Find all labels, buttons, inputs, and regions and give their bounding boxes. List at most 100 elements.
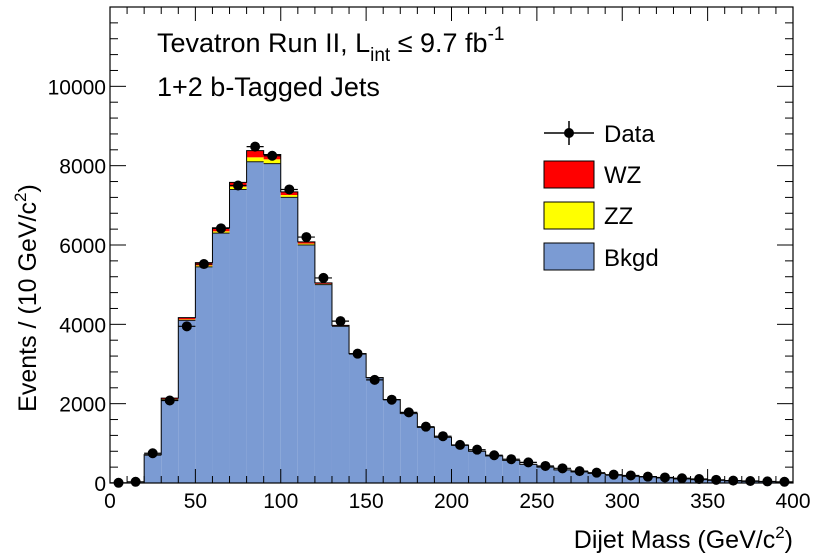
bar-bkgd-55 (195, 266, 213, 483)
data-point-55 (198, 259, 209, 270)
y-axis-title: Events / (10 GeV/c2) (11, 184, 42, 412)
data-point-305 (625, 470, 636, 481)
annotation-line2: 1+2 b-Tagged Jets (157, 72, 380, 102)
y-tick-label-0: 0 (94, 473, 106, 496)
bar-bkgd-185 (417, 427, 435, 483)
data-point-85 (250, 141, 261, 152)
x-tick-label-250: 250 (519, 490, 554, 513)
data-point-275 (574, 466, 585, 477)
data-point-35 (164, 395, 175, 406)
x-axis-title-main: Dijet Mass (GeV/c (574, 526, 775, 554)
bar-bkgd-225 (485, 456, 503, 483)
stacked-bars (144, 150, 793, 483)
legend-label-wz: WZ (604, 162, 641, 189)
data-point-315 (642, 471, 653, 482)
x-axis-title-sup: 2 (775, 523, 784, 542)
bar-bkgd-145 (349, 354, 367, 483)
data-point-15 (130, 476, 141, 487)
tick-labels: 0 50 100 150 200 250 300 350 4000200040006000800… (48, 76, 811, 513)
data-point-205 (455, 439, 466, 450)
y-tick-label-10000: 10000 (48, 76, 106, 99)
y-axis-title-sup: 2 (11, 193, 30, 202)
legend-label-data: Data (604, 121, 655, 148)
bar-bkgd-25 (144, 455, 162, 483)
y-tick-label-6000: 6000 (59, 235, 106, 258)
y-axis-title-main: Events / (10 GeV/c (14, 202, 42, 412)
legend-swatch-bkgd (543, 242, 595, 271)
data-point-235 (506, 454, 517, 465)
bar-bkgd-105 (280, 197, 298, 483)
bar-bkgd-75 (229, 189, 247, 483)
data-point-355 (711, 474, 722, 485)
data-point-255 (540, 460, 551, 471)
data-point-325 (659, 472, 670, 483)
x-tick-label-350: 350 (690, 490, 725, 513)
data-point-105 (284, 184, 295, 195)
data-point-135 (335, 316, 346, 327)
x-tick-label-300: 300 (605, 490, 640, 513)
data-point-65 (215, 223, 226, 234)
bar-bkgd-205 (451, 445, 469, 483)
legend-data-marker (564, 128, 574, 138)
data-points (110, 141, 793, 488)
bar-bkgd-155 (366, 377, 384, 483)
annotation-line1-sup: -1 (488, 24, 505, 45)
data-point-115 (301, 232, 312, 243)
bar-bkgd-175 (400, 413, 418, 483)
data-point-265 (557, 463, 568, 474)
x-axis-title-end: ) (785, 526, 793, 554)
data-point-145 (352, 348, 363, 359)
annotation-line1: Tevatron Run II, Lint ≤ 9.7 fb-1 (157, 24, 504, 66)
data-point-225 (489, 450, 500, 461)
bar-bkgd-115 (297, 245, 315, 483)
annotation-line1-rel: ≤ 9.7 fb (390, 28, 487, 58)
data-point-365 (728, 475, 739, 486)
bar-zz-95 (263, 159, 281, 164)
data-point-25 (147, 448, 158, 459)
bar-bkgd-255 (536, 467, 554, 483)
data-point-155 (369, 374, 380, 385)
bar-wz-115 (297, 241, 315, 244)
bar-zz-115 (297, 243, 315, 245)
y-axis-title-end: ) (14, 184, 42, 192)
legend-label-zz: ZZ (604, 203, 633, 230)
annotation-line1-main: Tevatron Run II, L (157, 28, 370, 58)
legend-swatch-wz (543, 160, 595, 189)
data-point-215 (472, 444, 483, 455)
bar-bkgd-275 (571, 471, 589, 483)
bar-bkgd-165 (383, 399, 401, 483)
x-tick-label-150: 150 (349, 490, 384, 513)
bar-bkgd-45 (178, 320, 196, 483)
data-point-335 (677, 473, 688, 484)
bar-bkgd-265 (553, 469, 572, 483)
bar-bkgd-135 (331, 326, 350, 483)
data-point-175 (403, 407, 414, 418)
bar-bkgd-95 (263, 163, 281, 483)
bar-wz-45 (178, 317, 196, 320)
data-point-185 (420, 421, 431, 432)
data-point-245 (523, 457, 534, 468)
legend: Data WZ ZZ Bkgd (543, 121, 659, 272)
data-point-95 (267, 150, 278, 161)
legend-swatch-zz (543, 201, 595, 230)
y-tick-label-8000: 8000 (59, 156, 106, 179)
x-tick-label-100: 100 (263, 490, 298, 513)
bar-bkgd-35 (161, 399, 179, 483)
bar-bkgd-195 (434, 437, 452, 483)
x-tick-label-400: 400 (775, 490, 810, 513)
data-point-395 (779, 476, 790, 487)
annotation-line1-sub: int (370, 45, 391, 66)
y-tick-label-2000: 2000 (59, 394, 106, 417)
data-point-295 (608, 469, 619, 480)
bar-bkgd-285 (588, 473, 606, 483)
bar-bkgd-65 (212, 233, 230, 483)
data-point-75 (233, 180, 244, 191)
y-tick-label-4000: 4000 (59, 314, 106, 337)
x-tick-label-200: 200 (434, 490, 469, 513)
bar-bkgd-235 (502, 460, 520, 483)
data-point-165 (386, 394, 397, 405)
bar-wz-85 (246, 150, 264, 158)
bar-bkgd-85 (246, 161, 264, 483)
axis-ticks (109, 6, 794, 484)
